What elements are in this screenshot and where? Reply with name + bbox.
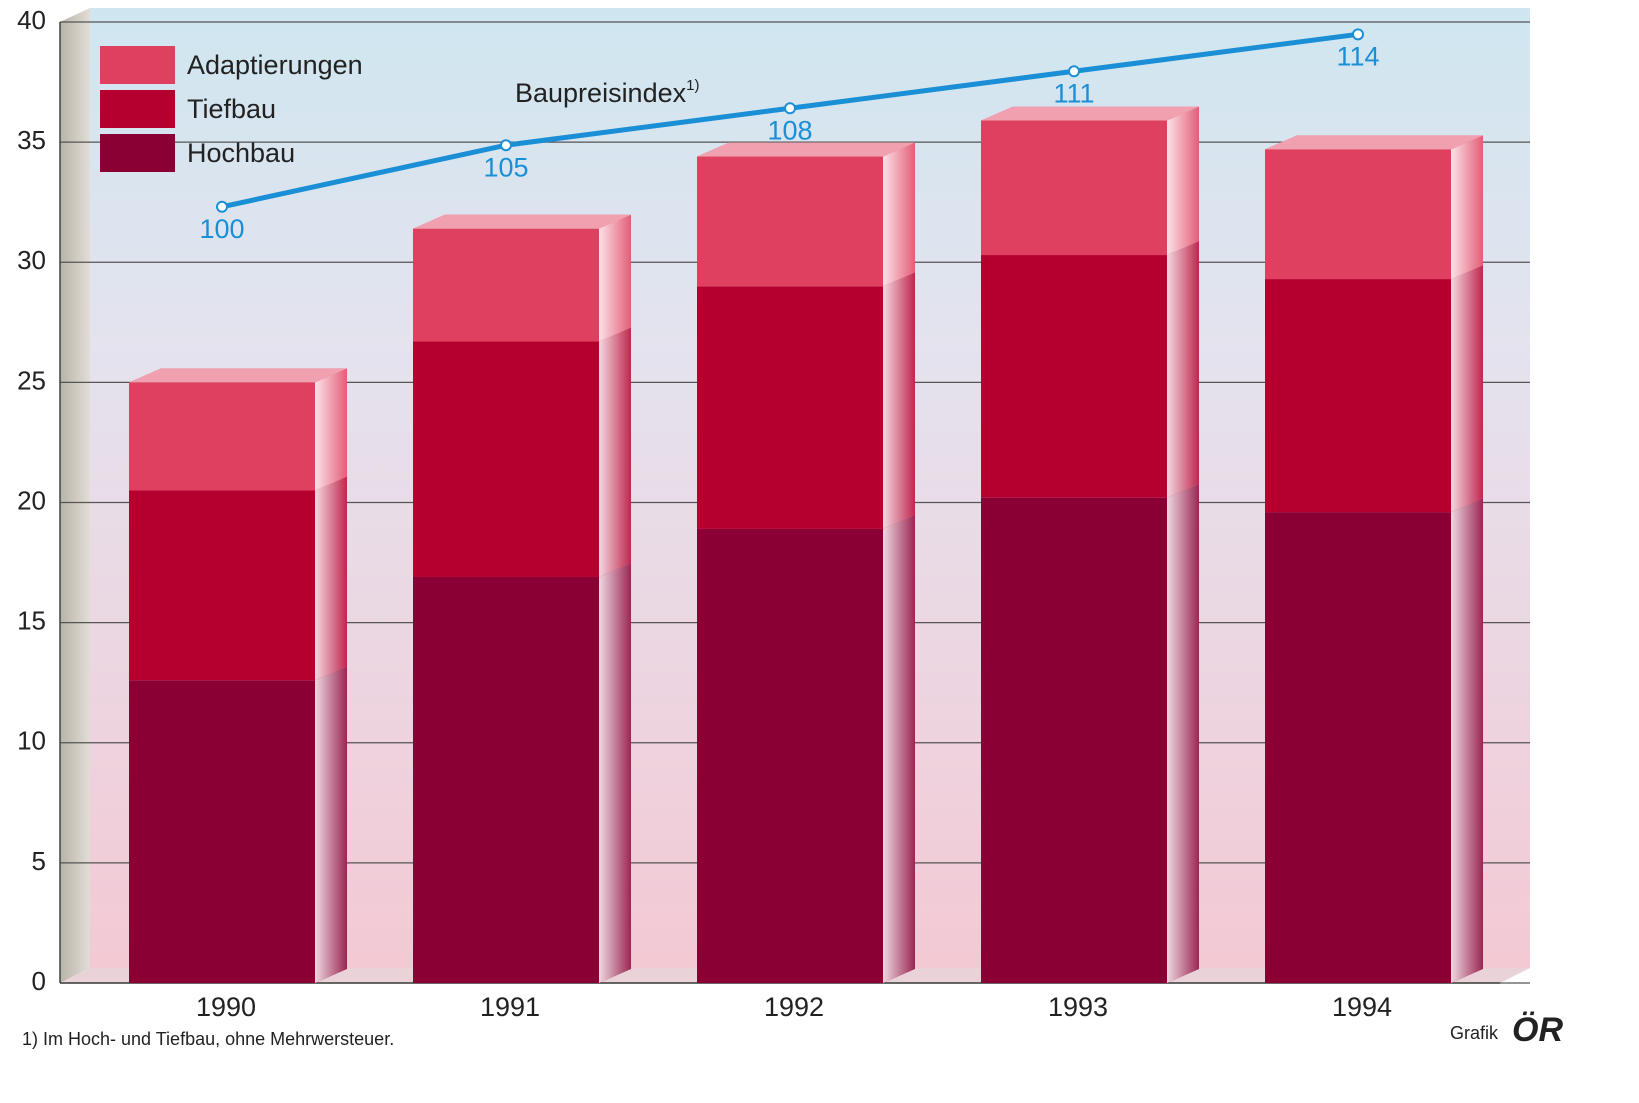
- bar-side-shine: [315, 666, 347, 983]
- legend-swatch: [100, 134, 175, 172]
- y-tick-label: 0: [32, 966, 46, 996]
- legend-swatch: [100, 90, 175, 128]
- x-tick-label: 1990: [196, 992, 256, 1022]
- y-tick-label: 10: [17, 726, 46, 756]
- legend-label: Tiefbau: [187, 94, 276, 124]
- index-label: 114: [1336, 41, 1379, 71]
- bar-top-shine: [1265, 135, 1483, 150]
- bar-segment: [1265, 512, 1451, 983]
- bar-side-shine: [1167, 241, 1199, 498]
- bar-side-shine: [1167, 483, 1199, 983]
- bar-segment: [1265, 279, 1451, 513]
- bar-segment: [413, 576, 599, 983]
- bar-segment: [697, 528, 883, 983]
- bar-segment: [129, 680, 315, 983]
- y-tick-label: 40: [17, 5, 46, 35]
- bar-segment: [129, 490, 315, 681]
- y-tick-label: 20: [17, 485, 46, 515]
- index-label: 105: [483, 152, 528, 182]
- bar-side-shine: [1167, 106, 1199, 256]
- index-label: 108: [767, 115, 812, 145]
- bar-side-shine: [1451, 265, 1483, 513]
- bar-side-shine: [883, 142, 915, 287]
- x-tick-label: 1993: [1048, 992, 1108, 1022]
- source: Grafik: [1450, 1023, 1499, 1043]
- bar-segment: [981, 255, 1167, 498]
- x-tick-label: 1992: [764, 992, 824, 1022]
- legend-label: Hochbau: [187, 138, 295, 168]
- index-label: 111: [1053, 78, 1094, 108]
- bar-side-shine: [315, 368, 347, 491]
- y-tick-label: 30: [17, 245, 46, 275]
- index-point: [1068, 65, 1080, 78]
- bar-segment: [129, 382, 315, 491]
- line-name: Baupreisindex1): [515, 77, 699, 108]
- bar-side-shine: [883, 514, 915, 983]
- logo: ÖR: [1512, 1011, 1563, 1049]
- bar-top-shine: [129, 368, 347, 383]
- bar-side-shine: [1451, 498, 1483, 983]
- line-name-sup: 1): [686, 77, 699, 94]
- line-name-text: Baupreisindex: [515, 78, 687, 108]
- bar-segment: [413, 341, 599, 577]
- bar-side-shine: [1451, 135, 1483, 280]
- index-point: [1352, 28, 1364, 41]
- bar-segment: [981, 120, 1167, 256]
- y-tick-label: 35: [17, 125, 46, 155]
- legend-swatch: [100, 46, 175, 84]
- index-label: 100: [199, 214, 244, 244]
- bar-segment: [697, 286, 883, 529]
- bar-side-shine: [883, 272, 915, 529]
- bar-side-shine: [599, 562, 631, 983]
- bar-segment: [981, 497, 1167, 983]
- x-tick-label: 1994: [1332, 992, 1392, 1022]
- y-tick-label: 15: [17, 606, 46, 636]
- bar-top-shine: [697, 142, 915, 157]
- legend-label: Adaptierungen: [187, 50, 363, 80]
- bar-segment: [697, 156, 883, 287]
- bar-segment: [413, 228, 599, 342]
- bar-segment: [1265, 149, 1451, 280]
- index-point: [784, 102, 796, 115]
- bar-side-shine: [315, 476, 347, 681]
- bar-side-shine: [599, 214, 631, 342]
- index-point: [216, 200, 228, 213]
- index-point: [500, 139, 512, 152]
- bar-top-shine: [413, 214, 631, 229]
- footnote: 1) Im Hoch- und Tiefbau, ohne Mehrwerste…: [22, 1029, 394, 1049]
- bar-side-shine: [599, 327, 631, 577]
- y-tick-label: 5: [32, 846, 46, 876]
- x-tick-label: 1991: [480, 992, 540, 1022]
- side-wall: [60, 8, 90, 983]
- y-tick-label: 25: [17, 365, 46, 395]
- bar-top-shine: [981, 106, 1199, 121]
